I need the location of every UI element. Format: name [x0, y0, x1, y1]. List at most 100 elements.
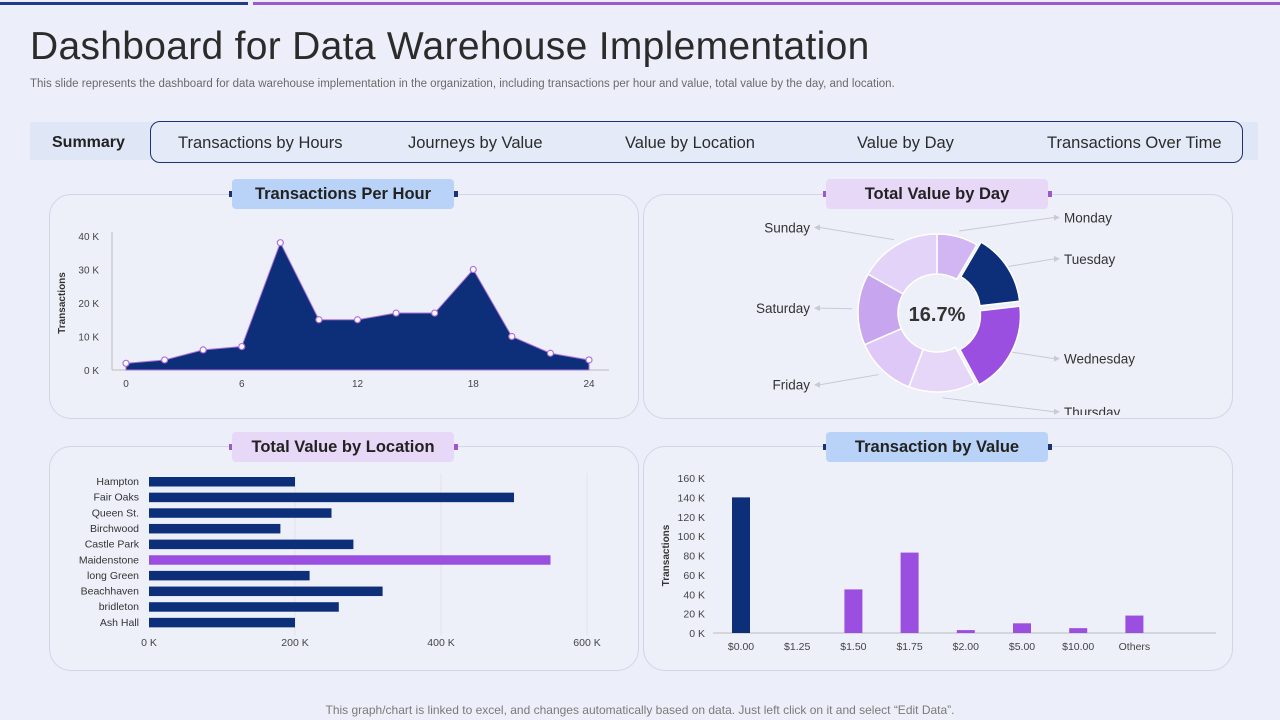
tab-value-by-day[interactable]: Value by Day	[857, 134, 954, 152]
pie-slice-monday	[936, 233, 978, 281]
category-label: Maidenstone	[79, 554, 139, 566]
category-label: bridleton	[99, 601, 139, 613]
x-tick-label: $5.00	[1009, 641, 1035, 653]
slice-label: Sunday	[764, 221, 810, 236]
bar-fair-oaks	[149, 492, 514, 503]
bar--0-00	[732, 497, 750, 633]
category-label: Beachhaven	[81, 586, 140, 598]
x-tick-label: $10.00	[1062, 641, 1094, 653]
tab-bar: Transactions by Hours Journeys by Value …	[150, 121, 1243, 163]
y-tick-label: 60 K	[683, 570, 705, 582]
bar-maidenstone	[149, 555, 551, 565]
slice-label: Tuesday	[1064, 252, 1116, 267]
bar--1-75	[900, 552, 919, 633]
x-tick-label: 0 K	[141, 637, 157, 649]
x-tick-label: 6	[239, 379, 245, 390]
y-tick-label: 140 K	[678, 492, 705, 504]
bar-hampton	[149, 477, 295, 487]
y-tick-label: 80 K	[683, 551, 705, 563]
x-tick-label: $1.75	[896, 641, 922, 653]
category-label: Birchwood	[90, 523, 139, 535]
bar--10-00	[1069, 628, 1088, 633]
data-point	[585, 356, 593, 364]
y-tick-label: 0 K	[689, 628, 705, 640]
y-tick-label: 40 K	[78, 232, 99, 243]
leader-line	[959, 216, 1055, 232]
x-tick-label: 0	[123, 379, 129, 390]
top-accent-purple	[253, 2, 1280, 5]
chart-total-value-by-location: 0 K 200 K 400 K 600 K Hampton Fair Oaks Queen …	[79, 473, 601, 649]
tab-transactions-by-hours[interactable]: Transactions by Hours	[178, 134, 343, 152]
category-label: Ash Hall	[100, 617, 139, 629]
pie-slice-tuesday	[959, 241, 1021, 307]
leader-arrow-icon	[814, 381, 820, 388]
data-point	[392, 309, 400, 317]
leader-line	[1012, 351, 1055, 360]
y-tick-label: 20 K	[683, 609, 705, 621]
y-axis-title: Transactions	[57, 272, 68, 334]
y-tick-label: 120 K	[678, 512, 705, 524]
leader-arrow-icon	[814, 224, 820, 231]
data-point	[431, 309, 439, 317]
tab-value-by-location[interactable]: Value by Location	[625, 134, 755, 152]
x-tick-label: $0.00	[728, 641, 754, 653]
y-tick-label: 20 K	[78, 299, 99, 310]
bar-bridleton	[149, 602, 339, 612]
y-tick-label: 40 K	[683, 589, 705, 601]
heading-transaction-by-value: Transaction by Value	[826, 432, 1048, 462]
bar-beachhaven	[149, 586, 383, 597]
slice-label: Monday	[1064, 210, 1112, 225]
x-tick-label: 18	[468, 379, 480, 390]
bar-others	[1125, 615, 1144, 633]
x-tick-label: 600 K	[573, 637, 600, 649]
top-accent-navy	[0, 2, 248, 5]
slice-label: Friday	[772, 378, 810, 393]
heading-total-value-by-location: Total Value by Location	[232, 432, 454, 462]
slice-label: Wednesday	[1064, 352, 1135, 367]
x-tick-label: 24	[583, 379, 595, 390]
heading-marker-right	[452, 191, 458, 197]
page-title: Dashboard for Data Warehouse Implementat…	[30, 25, 870, 68]
area-series	[125, 241, 590, 371]
y-axis-title: Transactions	[661, 524, 672, 586]
tab-journeys-by-value[interactable]: Journeys by Value	[408, 134, 543, 152]
leader-line	[1008, 258, 1055, 268]
pie-slice-sunday	[867, 233, 938, 295]
data-point	[353, 316, 362, 324]
bar-queen-st-	[149, 508, 332, 518]
leader-line	[819, 227, 895, 241]
leader-line	[819, 374, 879, 386]
x-tick-label: $1.25	[784, 641, 810, 653]
donut-center-label: 16.7%	[909, 304, 966, 326]
category-label: Castle Park	[85, 539, 140, 551]
category-label: Fair Oaks	[93, 492, 139, 504]
y-tick-label: 30 K	[78, 266, 99, 277]
tab-transactions-over-time[interactable]: Transactions Over Time	[1047, 134, 1222, 152]
summary-label[interactable]: Summary	[52, 134, 125, 151]
bar-long-green	[149, 570, 310, 581]
leader-arrow-icon	[1054, 408, 1060, 415]
heading-marker-right	[1046, 191, 1052, 197]
leader-arrow-icon	[1054, 255, 1060, 262]
chart-transaction-by-value: 0 K 20 K 40 K 60 K 80 K 100 K 120 K 140 K 160 K T…	[661, 473, 1216, 653]
data-point	[160, 356, 169, 364]
category-label: Queen St.	[92, 507, 139, 519]
leader-line	[819, 307, 853, 310]
bar-ash-hall	[149, 617, 295, 628]
x-tick-label: 400 K	[427, 637, 454, 649]
data-point	[315, 316, 323, 324]
pie-slice-wednesday	[958, 305, 1022, 386]
data-point	[122, 359, 130, 367]
bar-birchwood	[149, 523, 281, 534]
bar-castle-park	[149, 539, 354, 550]
bar--2-00	[956, 630, 975, 633]
data-point	[276, 239, 284, 247]
x-tick-label: $1.50	[840, 641, 866, 653]
leader-arrow-icon	[1054, 355, 1060, 362]
heading-marker-right	[452, 444, 458, 450]
y-tick-label: 10 K	[78, 333, 99, 344]
leader-line	[942, 397, 1055, 413]
data-point	[469, 265, 477, 274]
leader-arrow-icon	[814, 305, 820, 312]
heading-marker-right	[1046, 444, 1052, 450]
